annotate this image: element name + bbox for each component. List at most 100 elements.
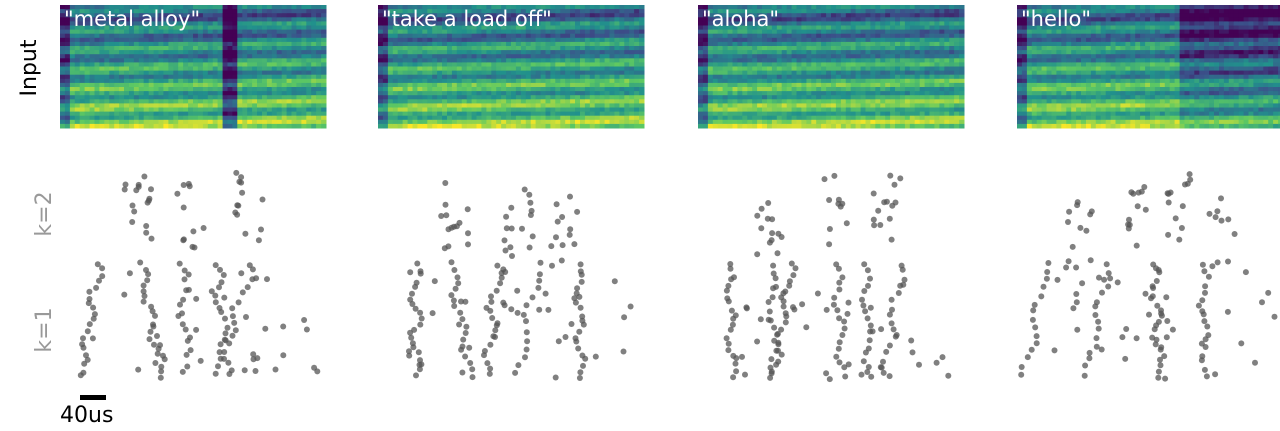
spectrogram-cell	[1032, 75, 1037, 80]
spectrogram-cell	[797, 54, 802, 59]
spectrogram-cell	[846, 124, 851, 129]
spectrogram-cell	[939, 95, 944, 100]
spectrogram-cell	[75, 42, 80, 47]
spectrogram-cell	[183, 99, 188, 104]
spectrogram-cell	[821, 95, 826, 100]
spectrogram-cell	[777, 79, 782, 84]
spectrogram-cell	[737, 124, 742, 129]
spectrogram-cell	[1022, 42, 1027, 47]
spectrogram-cell	[875, 50, 880, 55]
spectrogram-cell	[787, 120, 792, 125]
spectrogram-cell	[447, 95, 452, 100]
spectrogram-cell	[930, 5, 935, 10]
spectrogram-cell	[747, 34, 752, 39]
spectrogram-cell	[442, 38, 447, 43]
spectrogram-cell	[99, 112, 104, 117]
spectrogram-cell	[516, 50, 521, 55]
spectrogram-cell	[306, 91, 311, 96]
spectrogram-cell	[713, 42, 718, 47]
spectrogram-cell	[742, 67, 747, 72]
spectrogram-cell	[905, 99, 910, 104]
spectrogram-cell	[826, 99, 831, 104]
spectrogram-cell	[811, 79, 816, 84]
spectrogram-cell	[619, 9, 624, 14]
spectrogram-cell	[905, 112, 910, 117]
spectrogram-cell	[178, 46, 183, 51]
spectrogram-cell	[570, 79, 575, 84]
spectrogram-cell	[698, 120, 703, 125]
spectrogram-cell	[590, 99, 595, 104]
spectrogram-cell	[550, 58, 555, 63]
spectrogram-cell	[757, 54, 762, 59]
spectrogram-cell	[619, 42, 624, 47]
spectrogram-cell	[296, 116, 301, 121]
spectrogram-cell	[447, 50, 452, 55]
spectrogram-cell	[733, 108, 738, 113]
spectrogram-cell	[80, 50, 85, 55]
spectrogram-cell	[193, 67, 198, 72]
spectrogram-cell	[208, 103, 213, 108]
spectrogram-cell	[223, 124, 228, 129]
spectrogram-cell	[733, 46, 738, 51]
spectrogram-cell	[610, 5, 615, 10]
spectrogram-cell	[417, 116, 422, 121]
spectrogram-cell	[193, 62, 198, 67]
spectrogram-cell	[60, 75, 65, 80]
spectrogram-cell	[703, 58, 708, 63]
spectrogram-cell	[242, 26, 247, 31]
spectrogram-cell	[875, 26, 880, 31]
spectrogram-cell	[119, 67, 124, 72]
spectrogram-cell	[287, 79, 292, 84]
spectrogram-cell	[467, 87, 472, 92]
spectrogram-cell	[422, 50, 427, 55]
spectrogram-cell	[506, 58, 511, 63]
spectrogram-cell	[959, 58, 964, 63]
spectrogram-cell	[262, 34, 267, 39]
spectrogram-cell	[393, 120, 398, 125]
spectrogram-cell	[762, 75, 767, 80]
spectrogram-cell	[193, 38, 198, 43]
spectrogram-cell	[287, 5, 292, 10]
spectrogram-cell	[846, 99, 851, 104]
spectrogram-cell	[403, 71, 408, 76]
spectrogram-cell	[565, 91, 570, 96]
spectrogram-cell	[826, 42, 831, 47]
spectrogram-cell	[1032, 50, 1037, 55]
spectrogram-cell	[296, 83, 301, 88]
spectrogram-cell	[885, 13, 890, 18]
spectrogram-cell	[718, 38, 723, 43]
spectrogram-cell	[634, 108, 639, 113]
spectrogram-cell	[144, 116, 149, 121]
spectrogram-cell	[866, 67, 871, 72]
spectrogram-cell	[605, 13, 610, 18]
spectrogram-cell	[575, 108, 580, 113]
spectrogram-cell	[472, 124, 477, 129]
spectrogram-cell	[272, 13, 277, 18]
spectrogram-cell	[841, 9, 846, 14]
spectrogram-cell	[388, 71, 393, 76]
spectrogram-cell	[163, 42, 168, 47]
spectrogram-cell	[496, 34, 501, 39]
spectrogram-cell	[905, 62, 910, 67]
spectrogram-cell	[228, 38, 233, 43]
spectrogram-cell	[703, 103, 708, 108]
spectrogram-cell	[223, 54, 228, 59]
spectrogram-cell	[757, 112, 762, 117]
spectrogram-cell	[134, 116, 139, 121]
spectrogram-cell	[629, 50, 634, 55]
spectrogram-cell	[75, 50, 80, 55]
spectrogram-cell	[252, 17, 257, 22]
spectrogram-cell	[198, 91, 203, 96]
spectrogram-cell	[292, 50, 297, 55]
spectrogram-cell	[232, 21, 237, 26]
spectrogram-cell	[208, 120, 213, 125]
spectrogram-cell	[104, 95, 109, 100]
spectrogram-cell	[600, 71, 605, 76]
spectrogram-cell	[316, 5, 321, 10]
spectrogram-cell	[462, 120, 467, 125]
spectrogram-cell	[277, 116, 282, 121]
spectrogram-cell	[462, 50, 467, 55]
spectrogram-cell	[737, 54, 742, 59]
spectrogram-cell	[467, 124, 472, 129]
spectrogram-cell	[316, 75, 321, 80]
